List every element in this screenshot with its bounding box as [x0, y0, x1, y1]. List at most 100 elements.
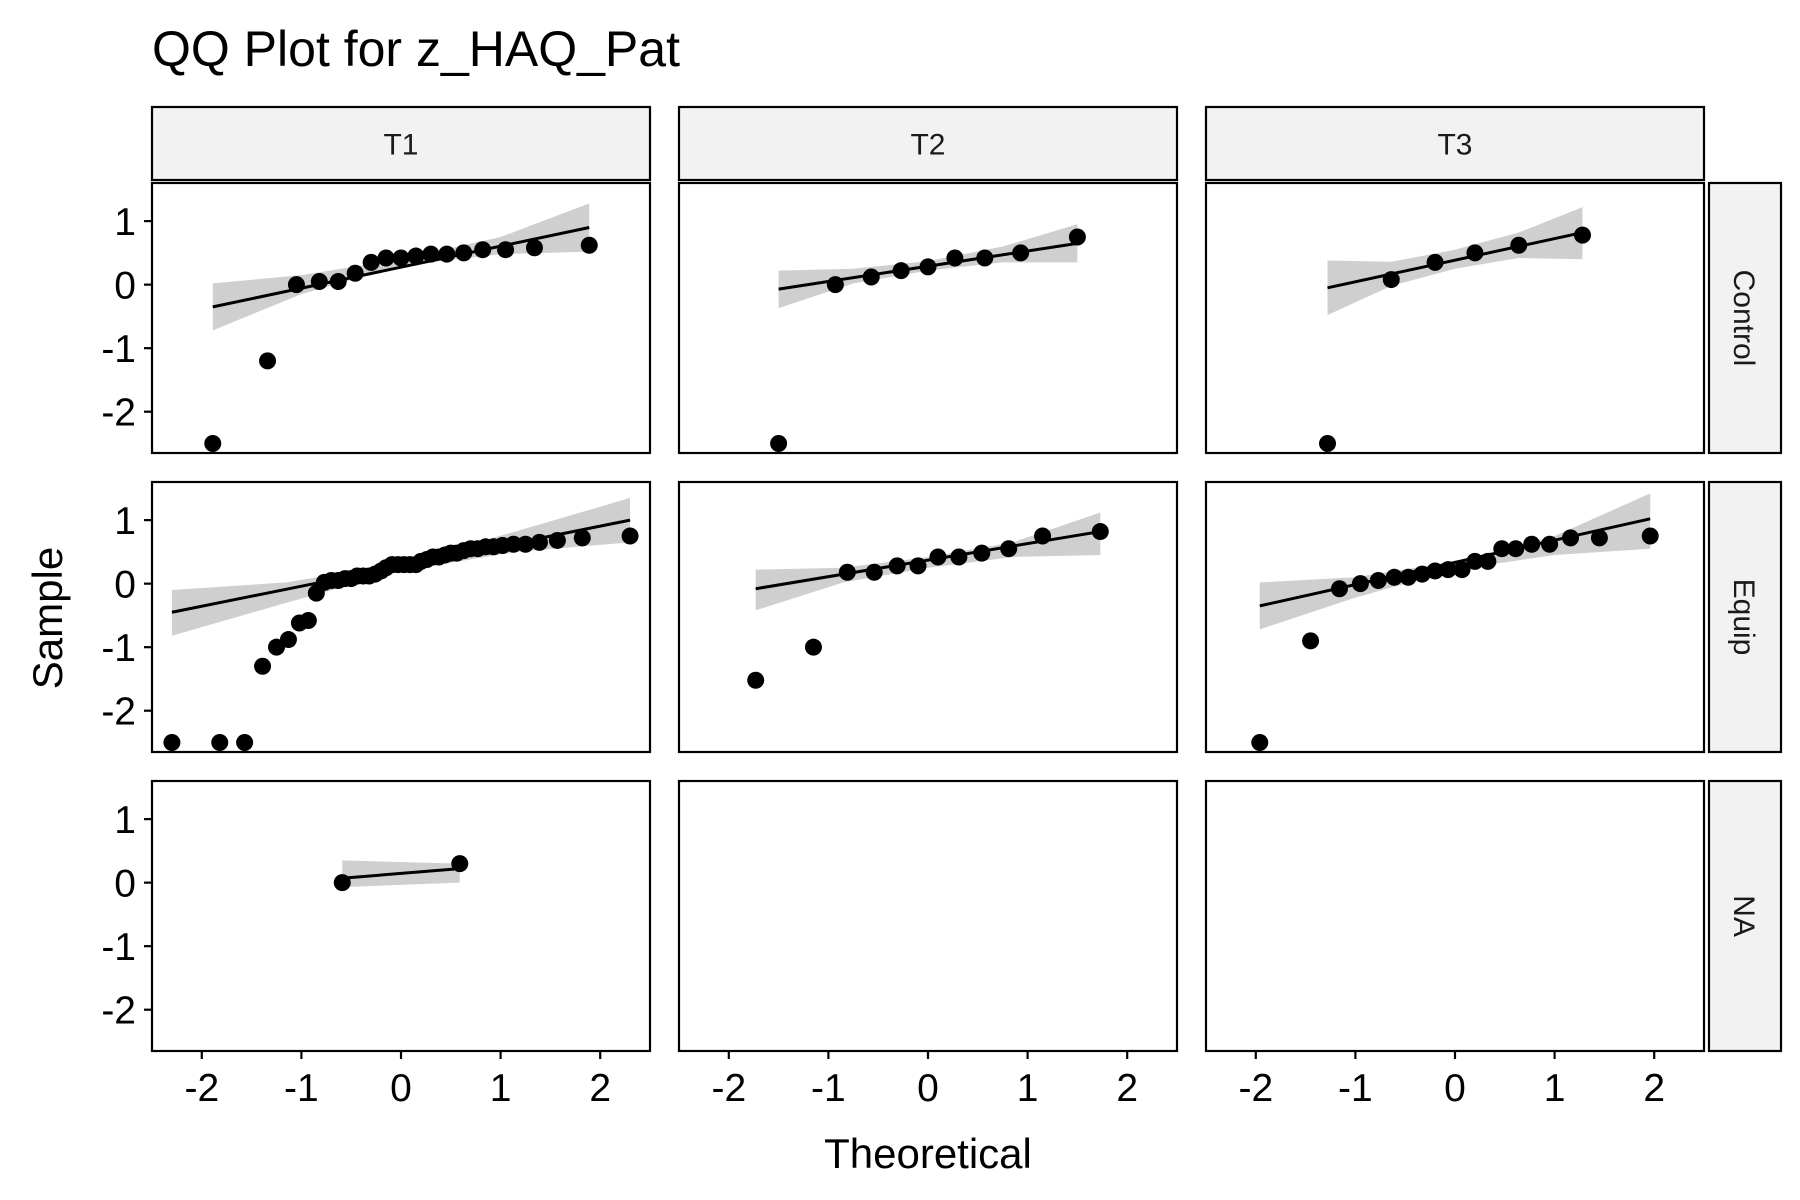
data-point [621, 527, 639, 545]
data-point [377, 249, 395, 267]
x-tick-label: 0 [917, 1067, 939, 1110]
data-point [310, 272, 328, 290]
data-point [1319, 434, 1337, 452]
y-tick-label: 1 [114, 799, 136, 842]
column-strip-label-t3: T3 [1437, 129, 1472, 162]
data-point [236, 733, 254, 751]
data-point [976, 249, 994, 267]
data-point [1541, 535, 1559, 553]
y-tick-label: 0 [114, 265, 136, 308]
data-point [346, 264, 364, 282]
data-point [865, 563, 883, 581]
row-strip-control [1707, 181, 1783, 455]
data-point [838, 563, 856, 581]
data-point [1426, 562, 1444, 580]
panel-t2-na [677, 779, 1179, 1053]
data-point [804, 638, 822, 656]
reference-line-t3-equip [1259, 517, 1651, 608]
data-point [1382, 271, 1400, 289]
chart-title: QQ Plot for z_HAQ_Pat [152, 21, 680, 77]
data-point [451, 855, 469, 873]
data-point [422, 245, 440, 263]
y-tick-label: 1 [114, 500, 136, 543]
data-point [474, 241, 492, 259]
x-tick-label: -2 [711, 1067, 746, 1110]
y-tick-label: -1 [101, 328, 136, 371]
y-tick-label: -2 [101, 392, 136, 435]
data-point [1562, 529, 1580, 547]
row-strip-label-equip: Equip [1727, 579, 1760, 656]
y-tick-label: -1 [101, 627, 136, 670]
panel-t2-control [677, 181, 1179, 455]
data-point [909, 557, 927, 575]
data-point [1000, 540, 1018, 558]
x-tick-label: 2 [1643, 1067, 1665, 1110]
data-point [1439, 561, 1457, 579]
data-point [259, 352, 277, 370]
data-point [1369, 571, 1387, 589]
data-point [747, 671, 765, 689]
data-point [1385, 568, 1403, 586]
data-point [1479, 552, 1497, 570]
data-point [1091, 523, 1109, 541]
data-point [888, 557, 906, 575]
y-tick-label: 0 [114, 564, 136, 607]
data-point [1251, 733, 1269, 751]
x-tick-label: 1 [1017, 1067, 1039, 1110]
row-strip-label-control: Control [1727, 270, 1760, 367]
data-point [919, 258, 937, 276]
column-strip-label-t2: T2 [910, 129, 945, 162]
data-point [1068, 228, 1086, 246]
data-point [1641, 527, 1659, 545]
data-point [455, 244, 473, 262]
panel-t3-na [1204, 779, 1706, 1053]
data-point [530, 533, 548, 551]
data-point [1330, 580, 1348, 598]
data-point [892, 262, 910, 280]
x-tick-label: 1 [490, 1067, 512, 1110]
column-strip-t2 [677, 105, 1179, 182]
data-point [497, 241, 515, 259]
data-point [254, 657, 272, 675]
x-tick-label: -1 [1338, 1067, 1373, 1110]
x-tick-label: -1 [284, 1067, 319, 1110]
x-tick-label: -1 [811, 1067, 846, 1110]
reference-line-t1-na [342, 867, 460, 880]
panel-t2-equip [677, 480, 1179, 754]
x-tick-label: 0 [390, 1067, 412, 1110]
data-point [204, 434, 222, 452]
x-axis-title: Theoretical [824, 1130, 1032, 1177]
column-strip-t1 [150, 105, 652, 182]
x-tick-label: 1 [1544, 1067, 1566, 1110]
x-tick-label: 2 [1116, 1067, 1138, 1110]
row-strip-label-na: NA [1727, 895, 1760, 937]
y-tick-label: -2 [101, 691, 136, 734]
reference-line-t1-control [212, 226, 590, 309]
facet-grid: T1 T2 T3 Control Equip NA -2 -1 0 1 -2 -1 0 1 -2 -1 0 1 -2… [101, 105, 1783, 1110]
data-point [279, 631, 297, 649]
data-point [770, 434, 788, 452]
data-point [329, 272, 347, 290]
y-tick-label: 0 [114, 863, 136, 906]
data-point [929, 548, 947, 566]
data-point [517, 535, 534, 553]
data-point [826, 276, 844, 294]
data-point [211, 733, 229, 751]
data-point [438, 245, 456, 263]
data-point [1590, 529, 1608, 547]
data-point [407, 247, 425, 265]
panel-t3-control [1204, 181, 1706, 455]
data-point [1523, 535, 1541, 553]
data-point [525, 239, 543, 257]
column-strip-t3 [1204, 105, 1706, 182]
x-tick-label: 2 [589, 1067, 611, 1110]
x-tick-label: -2 [184, 1067, 219, 1110]
data-point [299, 611, 317, 629]
row-strip-na [1707, 779, 1783, 1053]
data-point [1413, 565, 1431, 583]
data-point [362, 253, 380, 271]
row-strip-equip [1707, 480, 1783, 754]
data-point [580, 236, 598, 254]
data-point [1510, 236, 1528, 254]
data-point [950, 548, 968, 566]
